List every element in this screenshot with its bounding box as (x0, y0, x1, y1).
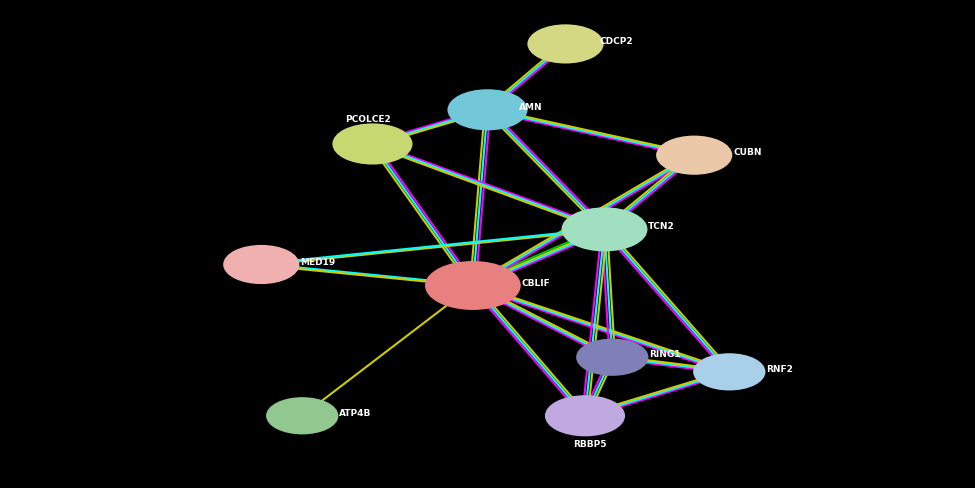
Circle shape (694, 354, 764, 389)
Circle shape (528, 25, 603, 62)
Text: TCN2: TCN2 (648, 223, 675, 231)
Text: RNF2: RNF2 (766, 365, 794, 374)
Text: MED19: MED19 (300, 258, 335, 266)
Circle shape (546, 396, 624, 435)
Text: PCOLCE2: PCOLCE2 (345, 116, 390, 124)
Circle shape (224, 246, 298, 283)
Text: CUBN: CUBN (733, 148, 761, 157)
Circle shape (333, 124, 411, 163)
Text: ATP4B: ATP4B (339, 409, 371, 418)
Text: RING1: RING1 (649, 350, 681, 359)
Circle shape (563, 208, 646, 250)
Text: CDCP2: CDCP2 (600, 37, 633, 46)
Circle shape (267, 398, 337, 433)
Circle shape (577, 340, 647, 375)
Circle shape (657, 137, 731, 174)
Circle shape (448, 90, 526, 129)
Text: AMN: AMN (519, 103, 542, 112)
Circle shape (426, 262, 520, 309)
Text: CBLIF: CBLIF (522, 279, 550, 287)
Text: RBBP5: RBBP5 (573, 440, 606, 449)
